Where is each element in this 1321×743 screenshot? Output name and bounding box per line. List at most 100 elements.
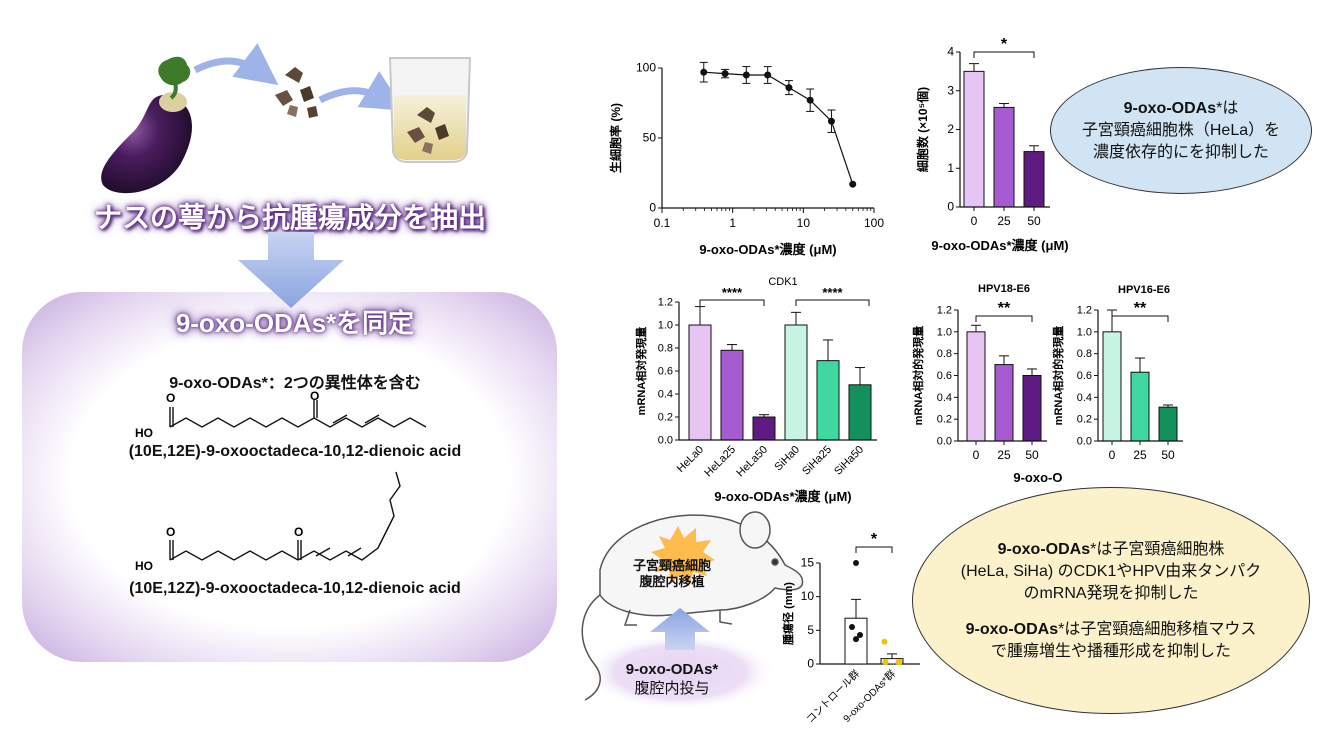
hpv16-chart: HPV16-E6 0.0 0.2 0.4 0.6 0.8 1.0 1.2 0 25 50 ** mRNA… bbox=[1052, 284, 1183, 462]
y-tick-label: 50 bbox=[643, 131, 657, 145]
carboxyl-o-label: O bbox=[166, 525, 175, 539]
data-point bbox=[853, 560, 859, 566]
significance-label: * bbox=[871, 531, 878, 548]
tumor-label: 子宮頸癌細胞 腹腔内移植 bbox=[622, 558, 722, 590]
data-point bbox=[853, 636, 859, 643]
x-tick-label: 50 bbox=[1027, 214, 1041, 228]
significance-bracket bbox=[973, 51, 1035, 58]
y-axis-label: mRNA相対的発現量 bbox=[1052, 326, 1065, 426]
y-tick-label: 100 bbox=[636, 61, 656, 75]
data-point bbox=[764, 71, 772, 79]
data-point bbox=[721, 70, 729, 78]
y-tick-label: 3 bbox=[947, 83, 954, 97]
y-axis-label: 腫瘍径 (mm) bbox=[781, 582, 795, 645]
eggplant-icon bbox=[101, 56, 192, 194]
y-tick-label: 0.8 bbox=[1077, 348, 1092, 360]
compound2-name: (10E,12Z)-9-oxooctadeca-10,12-dienoic ac… bbox=[129, 580, 461, 597]
y-tick-label: 0.4 bbox=[937, 392, 952, 404]
beaker-icon bbox=[388, 57, 472, 163]
x-tick-label: 25 bbox=[997, 214, 1011, 228]
y-tick-label: 1.2 bbox=[658, 297, 673, 309]
significance-bracket bbox=[795, 299, 870, 306]
identification-glow-panel bbox=[22, 292, 557, 662]
significance-bracket bbox=[699, 299, 765, 306]
bar bbox=[994, 364, 1014, 442]
y-axis-label: 細胞数 (×10⁵個) bbox=[915, 87, 930, 172]
blue-callout-line2: 子宮頸癌細胞株（HeLa）を bbox=[1081, 121, 1281, 139]
chart-title: HPV18-E6 bbox=[978, 283, 1030, 295]
significance-label: ** bbox=[998, 300, 1011, 317]
y-tick-label: 10 bbox=[801, 589, 815, 603]
y-tick-label: 0.8 bbox=[937, 348, 952, 360]
x-axis-label: 9-oxo-ODAs*濃度 (μM) bbox=[714, 489, 851, 504]
y-tick-label: 4 bbox=[947, 45, 954, 59]
yellow-p2-line2: で腫瘍増生や播種形成を抑制した bbox=[990, 642, 1231, 660]
y-axis-label: mRNA相対発現量 bbox=[635, 327, 648, 416]
significance-label: ** bbox=[1134, 300, 1147, 317]
y-tick-label: 0 bbox=[947, 200, 954, 214]
y-tick-label: 0.4 bbox=[1077, 392, 1092, 404]
carboxyl-o-label: O bbox=[166, 391, 175, 405]
y-tick-label: 0 bbox=[807, 657, 814, 671]
bar bbox=[1130, 371, 1150, 442]
series-line bbox=[703, 71, 854, 185]
bar bbox=[1158, 406, 1178, 442]
y-axis-label: mRNA相対的発現量 bbox=[912, 326, 925, 426]
tumor-burst-icon bbox=[651, 526, 715, 586]
data-point bbox=[882, 658, 889, 665]
x-tick-label: SiHa50 bbox=[832, 444, 866, 478]
significance-bracket bbox=[855, 546, 893, 553]
tumor-label-line1: 子宮頸癌細胞 bbox=[632, 558, 711, 573]
injection-line2: 腹腔内投与 bbox=[634, 680, 710, 697]
bar bbox=[963, 70, 985, 208]
viability-chart: 0 50 100 0.1 1 10 100 生細胞率 (%) 9-oxo-ODAs*濃度 (μM… bbox=[608, 61, 884, 258]
significance-bracket bbox=[975, 315, 1033, 322]
y-tick-label: 5 bbox=[807, 623, 814, 637]
hpv18-chart: HPV18-E6 0.0 0.2 0.4 0.6 0.8 1.0 1.2 0 25 50 ** mRNA… bbox=[912, 283, 1062, 485]
y-tick-label: 0.2 bbox=[658, 412, 673, 424]
x-tick-label: 0 bbox=[971, 214, 978, 228]
y-tick-label: 0.0 bbox=[937, 436, 952, 448]
y-tick-label: 1.2 bbox=[1077, 305, 1092, 317]
bar bbox=[993, 106, 1015, 208]
ketone-o-label: O bbox=[310, 390, 319, 403]
down-arrow-icon bbox=[238, 232, 344, 308]
y-tick-label: 0 bbox=[649, 201, 656, 215]
y-tick-label: 0.6 bbox=[1077, 370, 1092, 382]
x-axis-label: 9-oxo-ODAs*濃度 (μM) bbox=[1013, 470, 1062, 485]
significance-label: **** bbox=[822, 285, 843, 300]
data-point bbox=[785, 84, 793, 92]
blue-callout: 9-oxo-ODAs*は 子宮頸癌細胞株（HeLa）を 濃度依存的にを抑制した bbox=[1050, 67, 1312, 194]
y-tick-label: 0.4 bbox=[658, 389, 673, 401]
x-tick-label: 100 bbox=[864, 216, 884, 230]
data-point bbox=[700, 68, 708, 76]
x-tick-label: SiHa0 bbox=[772, 444, 802, 474]
y-tick-label: 1.0 bbox=[658, 320, 673, 332]
x-tick-label: SiHa25 bbox=[800, 444, 834, 478]
data-point bbox=[806, 96, 814, 104]
y-tick-label: 0.8 bbox=[658, 343, 673, 355]
y-tick-label: 1.0 bbox=[1077, 326, 1092, 338]
hydroxyl-label: HO bbox=[135, 559, 153, 573]
y-tick-label: 0.0 bbox=[1077, 436, 1092, 448]
x-tick-label: HeLa0 bbox=[675, 444, 706, 475]
y-tick-label: 1.0 bbox=[937, 326, 952, 338]
x-tick-label: 0.1 bbox=[654, 216, 671, 230]
injection-line1: 9-oxo-ODAs* bbox=[625, 661, 719, 678]
structure-10e12e: O HO O bbox=[135, 390, 427, 440]
y-tick-label: 0.6 bbox=[658, 366, 673, 378]
y-tick-label: 0.0 bbox=[658, 435, 673, 447]
mouse-illustration bbox=[581, 511, 804, 710]
bar bbox=[752, 416, 776, 441]
significance-bracket bbox=[1111, 315, 1169, 322]
bar bbox=[880, 658, 904, 665]
y-tick-label: 15 bbox=[801, 556, 815, 570]
data-point bbox=[742, 71, 750, 79]
chart-title: CDK1 bbox=[768, 276, 797, 288]
ketone-o-label: O bbox=[294, 525, 303, 539]
y-tick-label: 1.2 bbox=[937, 305, 952, 317]
bar bbox=[1023, 151, 1045, 208]
y-tick-label: 0.2 bbox=[937, 414, 952, 426]
data-point bbox=[849, 623, 855, 630]
